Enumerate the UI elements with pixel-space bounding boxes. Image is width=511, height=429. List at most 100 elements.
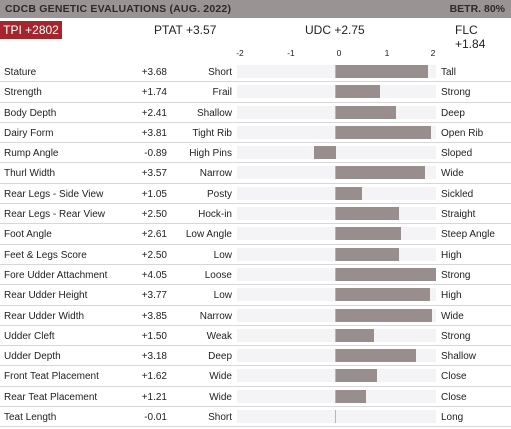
trait-row: Body Depth +2.41 Shallow Deep (0, 103, 511, 123)
trait-high-label: Long (441, 412, 464, 424)
trait-bar (336, 186, 363, 200)
trait-row: Udder Cleft +1.50 Weak Strong (0, 326, 511, 347)
trait-bar (336, 207, 399, 221)
trait-name: Dairy Form (4, 127, 54, 139)
trait-low-label: Loose (204, 269, 232, 281)
trait-row: Dairy Form +3.81 Tight Rib Open Rib (0, 123, 511, 144)
zero-line (335, 207, 336, 221)
trait-bar (336, 85, 380, 99)
zero-line (335, 85, 336, 99)
trait-name: Foot Angle (4, 229, 52, 241)
trait-name: Rear Udder Width (4, 310, 85, 322)
trait-low-label: Shallow (196, 107, 232, 119)
zero-line (335, 247, 336, 261)
trait-name: Rear Udder Height (4, 290, 88, 302)
trait-low-label: Short (208, 412, 232, 424)
trait-low-label: Weak (206, 330, 232, 342)
axis-tick: -1 (287, 48, 295, 58)
trait-low-label: Hock-in (198, 209, 232, 221)
trait-value: +1.50 (141, 330, 167, 342)
trait-bar (336, 65, 428, 78)
trait-bar (336, 288, 431, 302)
trait-bar (336, 369, 377, 383)
tpi-badge: TPI +2802 (0, 21, 62, 39)
trait-bar (336, 166, 426, 180)
trait-low-label: Wide (209, 391, 232, 403)
trait-row: Rear Legs - Rear View +2.50 Hock-in Straigh… (0, 204, 511, 225)
trait-low-label: Tight Rib (192, 127, 232, 139)
zero-line (335, 227, 336, 241)
trait-name: Udder Cleft (4, 330, 55, 342)
zero-line (335, 369, 336, 383)
axis-tick: -2 (236, 48, 244, 58)
trait-high-label: Strong (441, 87, 471, 99)
trait-row: Thurl Width +3.57 Narrow Wide (0, 163, 511, 184)
zero-line (335, 166, 336, 180)
trait-low-label: Short (208, 67, 232, 78)
trait-low-label: Low (213, 249, 232, 261)
trait-value: +3.57 (141, 168, 167, 180)
trait-row: Feet & Legs Score +2.50 Low High (0, 245, 511, 265)
bar-track (237, 146, 436, 160)
trait-bar (336, 328, 374, 342)
trait-bar (336, 308, 433, 322)
axis-tick: 0 (336, 48, 342, 58)
trait-row: Rear Udder Height +3.77 Low High (0, 285, 511, 306)
axis-tick: 1 (384, 48, 390, 58)
trait-name: Body Depth (4, 107, 57, 119)
trait-value: +2.50 (141, 249, 167, 261)
zero-line (335, 125, 336, 139)
trait-value: +3.85 (141, 310, 167, 322)
trait-value: +1.74 (141, 87, 167, 99)
trait-bar (336, 105, 397, 119)
trait-row: Teat Length -0.01 Short Long (0, 407, 511, 428)
trait-high-label: High (441, 249, 462, 261)
trait-name: Rear Teat Placement (4, 391, 98, 403)
trait-value: +1.21 (141, 391, 167, 403)
trait-row: Strength +1.74 Frail Strong (0, 82, 511, 103)
trait-value: +1.05 (141, 188, 167, 200)
trait-row: Fore Udder Attachment +4.05 Loose Strong (0, 265, 511, 286)
trait-low-label: High Pins (189, 148, 232, 160)
trait-bar (336, 349, 416, 363)
summary-bar: TPI +2802 PTAT +3.57 UDC +2.75 FLC +1.84 (0, 20, 511, 51)
trait-row: Udder Depth +3.18 Deep Shallow (0, 346, 511, 367)
trait-value: +2.50 (141, 209, 167, 221)
zero-line (335, 186, 336, 200)
trait-value: -0.89 (144, 148, 167, 160)
trait-row: Front Teat Placement +1.62 Wide Close (0, 366, 511, 387)
header-title: CDCB GENETIC EVALUATIONS (AUG. 2022) (5, 3, 232, 15)
zero-line (335, 65, 336, 78)
trait-high-label: Wide (441, 168, 464, 180)
ptat-value: PTAT +3.57 (154, 23, 217, 37)
trait-low-label: Frail (212, 87, 232, 99)
trait-value: +4.05 (141, 269, 167, 281)
trait-row: Rear Teat Placement +1.21 Wide Close (0, 387, 511, 408)
zero-line (335, 267, 336, 281)
zero-line (335, 389, 336, 403)
trait-high-label: High (441, 290, 462, 302)
trait-bar (336, 125, 432, 139)
axis-tick: 2 (430, 48, 436, 58)
trait-name: Rump Angle (4, 148, 59, 160)
trait-high-label: Steep Angle (441, 229, 495, 241)
trait-value: +3.68 (141, 67, 167, 78)
trait-high-label: Sloped (441, 148, 473, 160)
trait-name: Feet & Legs Score (4, 249, 87, 261)
trait-name: Front Teat Placement (4, 371, 99, 383)
trait-low-label: Narrow (199, 168, 232, 180)
trait-bar (336, 267, 436, 281)
trait-name: Teat Length (4, 412, 57, 424)
trait-row: Rear Udder Width +3.85 Narrow Wide (0, 306, 511, 326)
trait-high-label: Close (441, 371, 467, 383)
trait-value: +2.41 (141, 107, 167, 119)
trait-bar (336, 227, 402, 241)
trait-name: Fore Udder Attachment (4, 269, 108, 281)
trait-high-label: Strong (441, 330, 471, 342)
trait-low-label: Low Angle (185, 229, 232, 241)
trait-high-label: Wide (441, 310, 464, 322)
axis-scale: -2 -1 0 1 2 (0, 48, 511, 60)
trait-low-label: Deep (208, 351, 232, 363)
trait-value: +1.62 (141, 371, 167, 383)
zero-line (335, 349, 336, 363)
